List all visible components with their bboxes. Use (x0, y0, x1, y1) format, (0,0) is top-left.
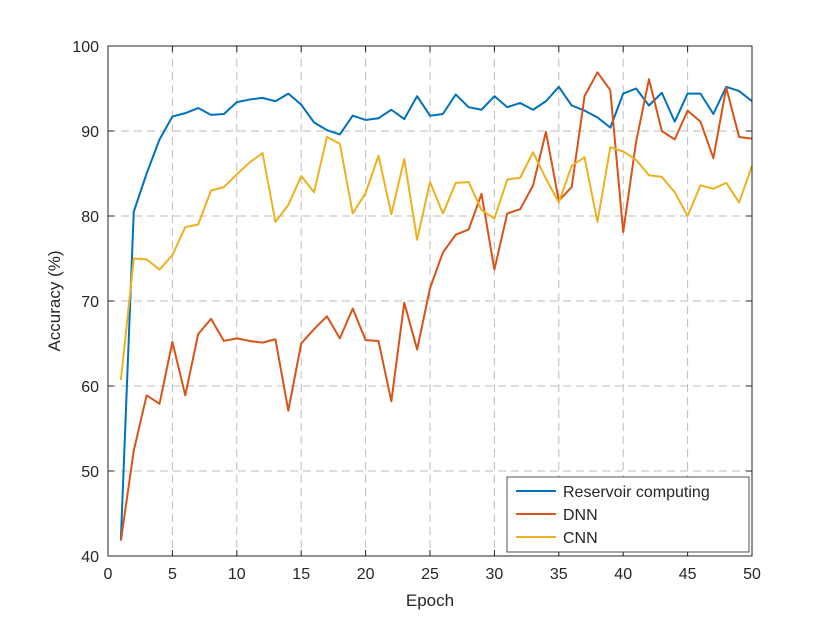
x-axis-label: Epoch (406, 591, 454, 610)
series-line-reservoir-computing (119, 85, 753, 540)
grid-lines (108, 46, 752, 556)
x-tick-label: 20 (357, 566, 375, 583)
legend: Reservoir computing DNN CNN (506, 476, 750, 553)
series-line-cnn (119, 135, 753, 381)
y-tick-label: 100 (72, 39, 99, 56)
tick-labels: 0 5 10 15 20 25 30 35 40 45 50 40 50 60 70 80 90 100 (72, 39, 761, 583)
x-tick-label: 40 (614, 566, 632, 583)
x-tick-label: 30 (486, 566, 504, 583)
x-tick-label: 15 (292, 566, 310, 583)
y-tick-label: 60 (81, 379, 99, 396)
axis-ticks (107, 45, 753, 557)
y-tick-label: 40 (81, 549, 99, 566)
legend-label-cnn: CNN (563, 530, 598, 547)
y-tick-label: 80 (81, 209, 99, 226)
y-tick-label: 90 (81, 124, 99, 141)
x-tick-label: 25 (421, 566, 439, 583)
x-tick-label: 35 (550, 566, 568, 583)
x-tick-label: 50 (743, 566, 761, 583)
x-tick-label: 45 (679, 566, 697, 583)
y-axis-label: Accuracy (%) (45, 250, 64, 351)
y-tick-label: 70 (81, 294, 99, 311)
legend-label-reservoir-computing: Reservoir computing (563, 484, 710, 501)
series-line-dnn (119, 71, 753, 541)
legend-label-dnn: DNN (563, 507, 598, 524)
x-tick-label: 5 (168, 566, 177, 583)
x-tick-label: 0 (104, 566, 113, 583)
y-tick-label: 50 (81, 464, 99, 481)
x-tick-label: 10 (228, 566, 246, 583)
series-lines (119, 71, 753, 541)
